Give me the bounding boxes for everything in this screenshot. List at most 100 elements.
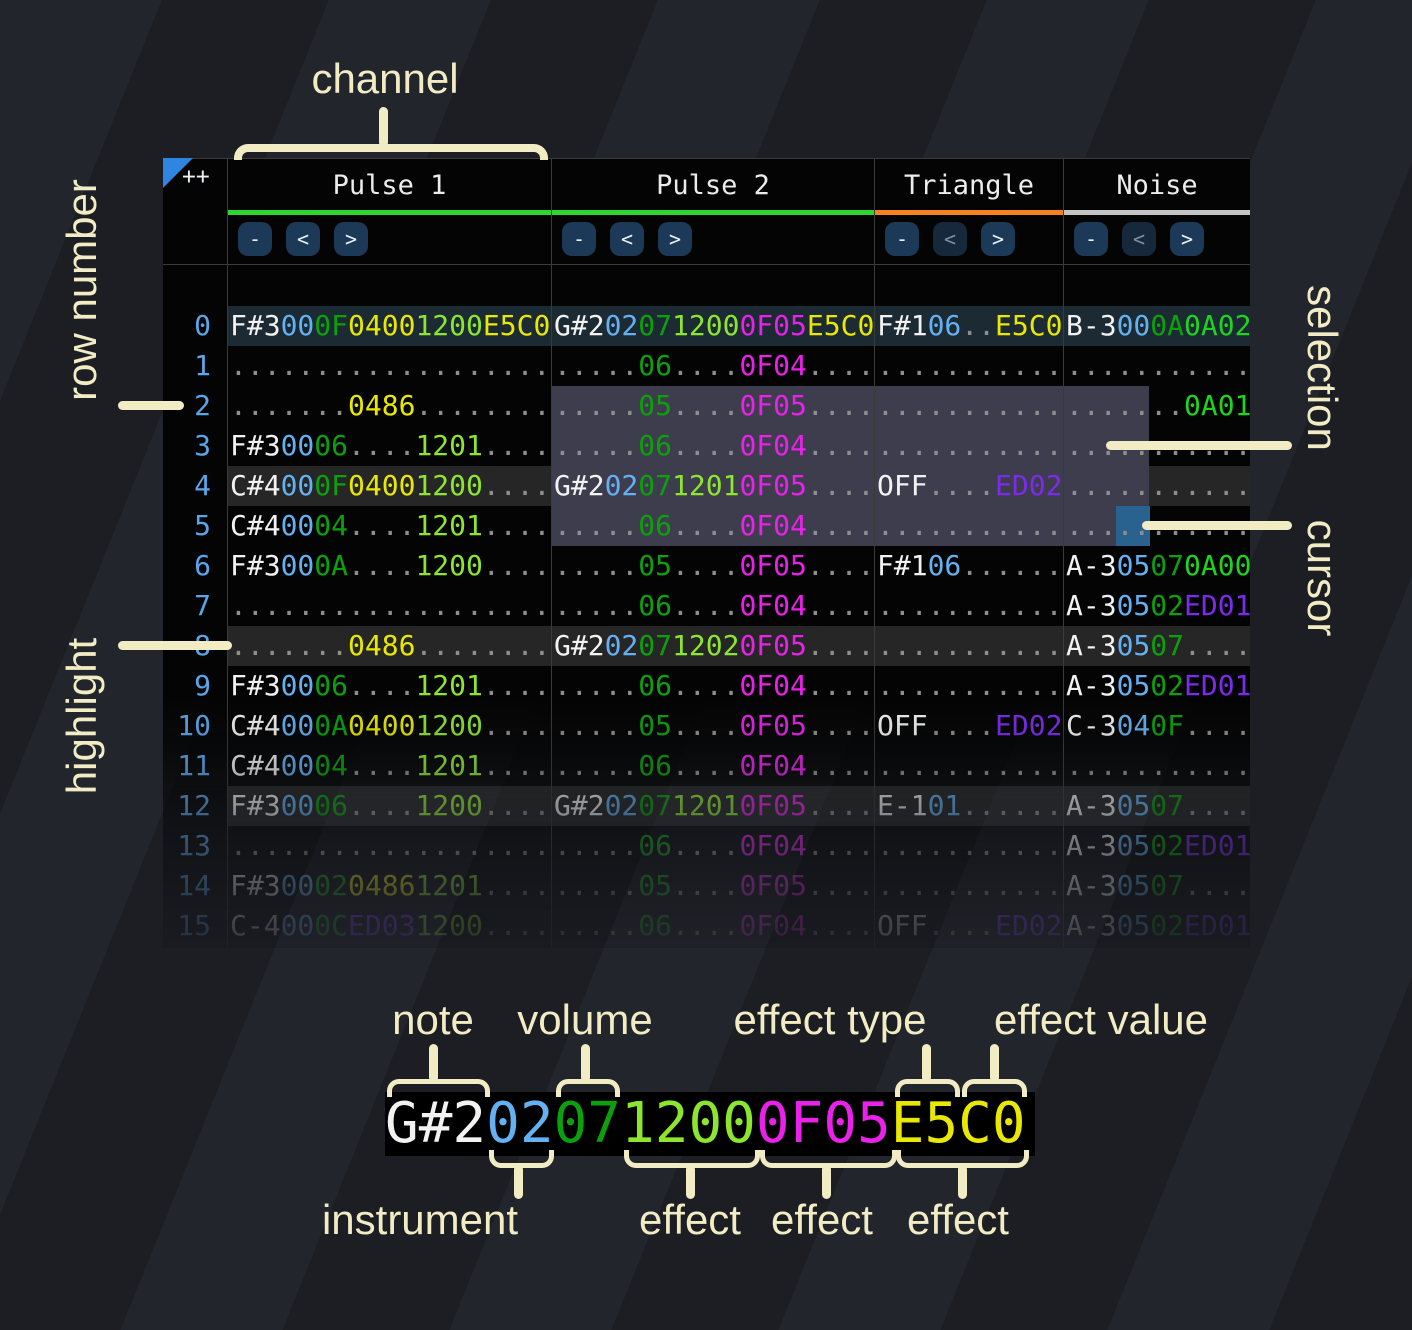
channel-remove-button[interactable]: - — [1074, 222, 1108, 256]
pattern-cell-tri-row12[interactable]: E-101...... — [877, 786, 1062, 826]
pattern-cell-p1-row15[interactable]: C-4000CED031200.... — [230, 906, 550, 946]
pattern-cell-p2-row4[interactable]: G#2020712010F05.... — [554, 466, 874, 506]
effect-value-callout-label: effect value — [993, 996, 1209, 1043]
row-number-4: 4 — [194, 469, 211, 502]
channel-grow-button[interactable]: > — [658, 222, 692, 256]
channel-remove-button[interactable]: - — [885, 222, 919, 256]
field-vol: 07 — [553, 1091, 622, 1156]
pattern-cell-tri-row0[interactable]: F#106..E5C0 — [877, 306, 1062, 346]
pattern-cell-tri-row1[interactable]: ........... — [877, 346, 1062, 386]
pattern-cell-noi-row8[interactable]: A-30507.... — [1066, 626, 1251, 666]
pattern-cell-tri-row3[interactable]: ........... — [877, 426, 1062, 466]
pattern-cell-p2-row10[interactable]: .....05....0F05.... — [554, 706, 874, 746]
channel-grow-button[interactable]: > — [981, 222, 1015, 256]
pattern-cell-tri-row7[interactable]: ........... — [877, 586, 1062, 626]
pattern-cell-noi-row10[interactable]: C-3040F.... — [1066, 706, 1251, 746]
pattern-cell-p1-row11[interactable]: C#40004....1201.... — [230, 746, 550, 786]
field-fx_lime: 1201 — [672, 469, 740, 502]
pattern-cell-p2-row3[interactable]: .....06....0F04.... — [554, 426, 874, 466]
channel-shrink-button[interactable]: < — [933, 222, 967, 256]
pattern-cell-noi-row2[interactable]: .......0A01 — [1066, 386, 1251, 426]
pattern-cell-noi-row9[interactable]: A-30502ED01 — [1066, 666, 1251, 706]
pattern-cell-tri-row15[interactable]: OFF....ED02 — [877, 906, 1062, 946]
pattern-cell-p1-row6[interactable]: F#3000A....1200.... — [230, 546, 550, 586]
pattern-cell-p1-row5[interactable]: C#40004....1201.... — [230, 506, 550, 546]
pattern-cell-p1-row0[interactable]: F#3000F04001200E5C0 — [230, 306, 550, 346]
field-note: E-1 — [877, 789, 928, 822]
pattern-cell-p1-row2[interactable]: .......0486........ — [230, 386, 550, 426]
pattern-cell-p2-row11[interactable]: .....06....0F04.... — [554, 746, 874, 786]
table-top-border — [163, 158, 1250, 159]
channel-grow-button[interactable]: > — [334, 222, 368, 256]
pattern-cell-tri-row14[interactable]: ........... — [877, 866, 1062, 906]
pattern-cell-tri-row6[interactable]: F#106...... — [877, 546, 1062, 586]
field-dots: ....... — [230, 629, 349, 662]
pattern-cell-p2-row0[interactable]: G#2020712000F05E5C0 — [554, 306, 874, 346]
pattern-cell-noi-row13[interactable]: A-30502ED01 — [1066, 826, 1251, 866]
pattern-cell-noi-row6[interactable]: A-305070A00 — [1066, 546, 1251, 586]
pattern-cell-p2-row7[interactable]: .....06....0F04.... — [554, 586, 874, 626]
field-dots: .... — [927, 909, 996, 942]
pattern-cell-tri-row5[interactable]: ........... — [877, 506, 1062, 546]
pattern-cell-tri-row2[interactable]: ........... — [877, 386, 1062, 426]
channel-remove-button[interactable]: - — [238, 222, 272, 256]
field-dots: ........ — [415, 629, 551, 662]
pattern-cell-noi-row15[interactable]: A-30502ED01 — [1066, 906, 1251, 946]
pattern-cell-noi-row11[interactable]: ........... — [1066, 746, 1251, 786]
pattern-cell-p2-row6[interactable]: .....05....0F05.... — [554, 546, 874, 586]
field-fx_green: 0A02 — [1184, 309, 1252, 342]
pattern-cell-p1-row1[interactable]: ................... — [230, 346, 550, 386]
pattern-cell-noi-row4[interactable]: ........... — [1066, 466, 1251, 506]
effect1-callout-label: effect — [639, 1196, 741, 1243]
pattern-cell-p2-row5[interactable]: .....06....0F04.... — [554, 506, 874, 546]
field-fx_purple: ED01 — [1184, 589, 1252, 622]
pattern-cell-tri-row10[interactable]: OFF....ED02 — [877, 706, 1062, 746]
pattern-cell-p1-row4[interactable]: C#4000F04001200.... — [230, 466, 550, 506]
pattern-cell-noi-row7[interactable]: A-30502ED01 — [1066, 586, 1251, 626]
field-dots: .. — [961, 309, 996, 342]
pattern-cell-noi-row1[interactable]: ........... — [1066, 346, 1251, 386]
pattern-cell-p1-row14[interactable]: F#3000204861201.... — [230, 866, 550, 906]
field-note: G#2 — [554, 469, 605, 502]
field-fx_lime: 1201 — [415, 429, 483, 462]
channel-grow-button[interactable]: > — [1170, 222, 1204, 256]
pattern-cell-p1-row10[interactable]: C#4000A04001200.... — [230, 706, 550, 746]
field-dots: .... — [672, 669, 740, 702]
channel-header-pulse-1: Pulse 1 — [332, 170, 447, 201]
pattern-cell-p2-row2[interactable]: .....05....0F05.... — [554, 386, 874, 426]
pattern-cell-tri-row13[interactable]: ........... — [877, 826, 1062, 866]
pattern-cell-noi-row14[interactable]: A-30507.... — [1066, 866, 1251, 906]
effect-value-stem — [990, 1044, 999, 1082]
field-fx_yellow: 0400 — [348, 469, 416, 502]
pattern-cell-p1-row7[interactable]: ................... — [230, 586, 550, 626]
pattern-cell-p1-row3[interactable]: F#30006....1201.... — [230, 426, 550, 466]
pattern-cell-p1-row12[interactable]: F#30006....1200.... — [230, 786, 550, 826]
channel-shrink-button[interactable]: < — [610, 222, 644, 256]
channel-shrink-button[interactable]: < — [1122, 222, 1156, 256]
field-note: C#4 — [230, 509, 281, 542]
field-dots: .... — [927, 469, 996, 502]
pattern-cell-p1-row9[interactable]: F#30006....1201.... — [230, 666, 550, 706]
channel-shrink-button[interactable]: < — [286, 222, 320, 256]
field-dots: ........... — [877, 589, 1063, 622]
pattern-cell-p2-row14[interactable]: .....05....0F05.... — [554, 866, 874, 906]
pattern-cell-p2-row9[interactable]: .....06....0F04.... — [554, 666, 874, 706]
pattern-cell-p2-row15[interactable]: .....06....0F04.... — [554, 906, 874, 946]
pattern-cell-p1-row8[interactable]: .......0486........ — [230, 626, 550, 666]
effect3-callout-label: effect — [907, 1196, 1009, 1243]
pattern-cell-tri-row9[interactable]: ........... — [877, 666, 1062, 706]
pattern-cell-tri-row4[interactable]: OFF....ED02 — [877, 466, 1062, 506]
pattern-cell-tri-row11[interactable]: ........... — [877, 746, 1062, 786]
channel-remove-button[interactable]: - — [562, 222, 596, 256]
pattern-cell-p2-row8[interactable]: G#2020712020F05.... — [554, 626, 874, 666]
field-dots: ........... — [1066, 749, 1252, 782]
volume-bracket — [556, 1079, 620, 1097]
field-note: F#3 — [230, 869, 281, 902]
pattern-cell-noi-row12[interactable]: A-30507.... — [1066, 786, 1251, 826]
pattern-cell-p2-row12[interactable]: G#2020712010F05.... — [554, 786, 874, 826]
pattern-cell-p1-row13[interactable]: ................... — [230, 826, 550, 866]
pattern-cell-tri-row8[interactable]: ........... — [877, 626, 1062, 666]
pattern-cell-p2-row13[interactable]: .....06....0F04.... — [554, 826, 874, 866]
pattern-cell-p2-row1[interactable]: .....06....0F04.... — [554, 346, 874, 386]
pattern-cell-noi-row0[interactable]: B-3000A0A02 — [1066, 306, 1251, 346]
